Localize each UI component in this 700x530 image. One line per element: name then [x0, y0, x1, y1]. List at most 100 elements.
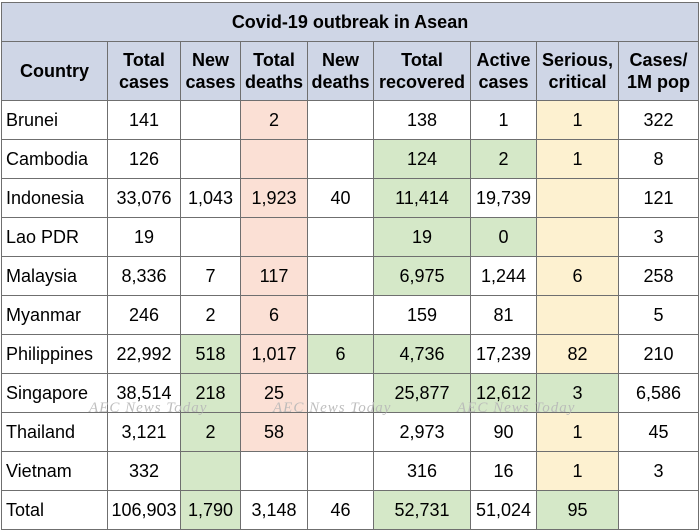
value-cell: 3,121 [107, 412, 181, 452]
value-cell: 141 [107, 100, 181, 140]
value-cell: 7 [180, 256, 241, 296]
table-row: Malaysia 8,336 7 117 6,975 1,244 6 258 [1, 256, 700, 296]
value-cell: 90 [470, 412, 537, 452]
value-cell: 332 [107, 451, 181, 491]
table-row: Brunei 141 2 138 1 1 322 [1, 100, 700, 140]
value-cell: 17,239 [470, 334, 537, 374]
column-header-6: Active cases [470, 41, 537, 101]
value-cell: 82 [536, 334, 619, 374]
value-cell: 8 [617, 139, 700, 179]
country-cell: Vietnam [1, 451, 108, 491]
table-row: Philippines 22,992 518 1,017 6 4,736 17,239 82 2… [1, 334, 700, 374]
value-cell: 117 [240, 256, 308, 296]
value-cell: 6 [536, 256, 619, 296]
value-cell: 12,612 [470, 373, 537, 413]
table-row: Indonesia 33,076 1,043 1,923 40 11,414 19,739 1… [1, 178, 700, 218]
value-cell: 6,586 [617, 373, 700, 413]
column-header-1: Total cases [107, 41, 181, 101]
value-cell [536, 217, 619, 257]
value-cell: 316 [373, 451, 471, 491]
country-cell: Malaysia [1, 256, 108, 296]
value-cell: 2 [180, 412, 241, 452]
value-cell [240, 139, 308, 179]
country-cell: Thailand [1, 412, 108, 452]
value-cell: 81 [470, 295, 537, 335]
value-cell: 25,877 [373, 373, 471, 413]
value-cell [536, 178, 619, 218]
country-cell: Myanmar [1, 295, 108, 335]
value-cell: 40 [307, 178, 374, 218]
country-cell: Indonesia [1, 178, 108, 218]
column-header-line1: Total [123, 50, 165, 70]
country-cell: Brunei [1, 100, 108, 140]
value-cell: 33,076 [107, 178, 181, 218]
value-cell: 58 [240, 412, 308, 452]
value-cell: 3 [536, 373, 619, 413]
country-cell: Total [1, 490, 108, 530]
value-cell: 45 [617, 412, 700, 452]
value-cell: 6 [307, 334, 374, 374]
value-cell: 51,024 [470, 490, 537, 530]
value-cell: 1,923 [240, 178, 308, 218]
value-cell [307, 451, 374, 491]
country-cell: Lao PDR [1, 217, 108, 257]
column-header-line2: 1M pop [627, 72, 690, 92]
value-cell: 1 [536, 451, 619, 491]
column-header-line1: New [321, 50, 359, 70]
value-cell: 6 [240, 295, 308, 335]
value-cell: 95 [536, 490, 619, 530]
table-row: Thailand 3,121 2 58 2,973 90 1 45 [1, 412, 700, 452]
value-cell: 1,244 [470, 256, 537, 296]
value-cell: 1,790 [180, 490, 241, 530]
column-header-line2: critical [548, 72, 607, 92]
table-row: Vietnam 332 316 16 1 3 [1, 451, 700, 491]
country-cell: Cambodia [1, 139, 108, 179]
column-header-line2: cases [118, 72, 170, 92]
column-header-0: Country [1, 41, 108, 101]
column-header-line2: deaths [244, 72, 304, 92]
table-body: Brunei 141 2 138 1 1 322 Cambodia 126 124 2 1 8 Indon… [1, 100, 700, 530]
value-cell: 2 [180, 295, 241, 335]
value-cell: 1,043 [180, 178, 241, 218]
column-header-line2: cases [185, 72, 236, 92]
value-cell: 246 [107, 295, 181, 335]
value-cell: 38,514 [107, 373, 181, 413]
table-row: Singapore 38,514 218 25 25,877 12,612 3 6,586 [1, 373, 700, 413]
value-cell [307, 373, 374, 413]
value-cell [240, 217, 308, 257]
value-cell [617, 490, 700, 530]
value-cell: 8,336 [107, 256, 181, 296]
value-cell: 258 [617, 256, 700, 296]
value-cell: 210 [617, 334, 700, 374]
table-row: Myanmar 246 2 6 159 81 5 [1, 295, 700, 335]
column-header-line2: recovered [378, 72, 466, 92]
value-cell: 4,736 [373, 334, 471, 374]
total-row: Total 106,903 1,790 3,148 46 52,731 51,024 95 [1, 490, 700, 530]
value-cell: 106,903 [107, 490, 181, 530]
country-cell: Singapore [1, 373, 108, 413]
column-header-3: Total deaths [240, 41, 308, 101]
column-header-line2: deaths [311, 72, 370, 92]
column-header-line2: cases [478, 72, 529, 92]
column-header-line1: Total [401, 50, 443, 70]
value-cell: 1 [470, 100, 537, 140]
value-cell: 52,731 [373, 490, 471, 530]
header-row: Country Total cases New cases Total deaths New d… [1, 41, 700, 101]
column-header-5: Total recovered [373, 41, 471, 101]
column-header-line1: New [191, 50, 229, 70]
value-cell: 19 [373, 217, 471, 257]
value-cell [240, 451, 308, 491]
value-cell: 0 [470, 217, 537, 257]
value-cell [180, 217, 241, 257]
value-cell: 11,414 [373, 178, 471, 218]
value-cell: 22,992 [107, 334, 181, 374]
value-cell: 1 [536, 100, 619, 140]
value-cell: 5 [617, 295, 700, 335]
value-cell: 2 [240, 100, 308, 140]
value-cell [180, 451, 241, 491]
column-header-7: Serious, critical [536, 41, 619, 101]
value-cell [180, 100, 241, 140]
value-cell: 3,148 [240, 490, 308, 530]
value-cell: 218 [180, 373, 241, 413]
